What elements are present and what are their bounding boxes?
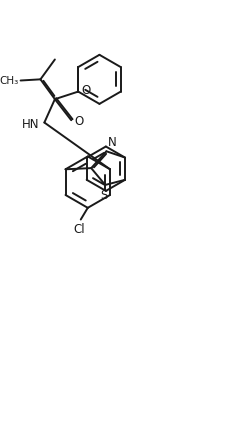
Text: N: N [108, 136, 116, 149]
Text: O: O [82, 84, 91, 97]
Text: S: S [100, 189, 108, 202]
Text: HN: HN [22, 119, 40, 131]
Text: CH₃: CH₃ [0, 76, 19, 85]
Text: Cl: Cl [74, 223, 85, 236]
Text: O: O [75, 115, 84, 128]
